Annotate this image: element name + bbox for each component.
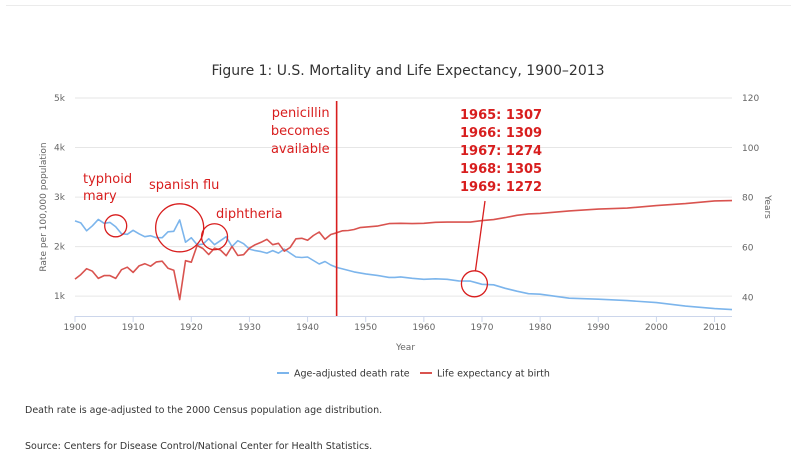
- legend[interactable]: Age-adjusted death rate Life expectancy a…: [277, 369, 550, 380]
- age-adjusted-note: Death rate is age-adjusted to the 2000 C…: [25, 405, 383, 416]
- x-tick-label: 2000: [645, 323, 668, 333]
- y-right-axis-title: Years: [762, 194, 772, 219]
- x-tick-label: 1900: [64, 323, 87, 333]
- x-tick-label: 1970: [471, 323, 494, 333]
- x-axis-title: Year: [395, 343, 415, 353]
- y-left-axis-title: Rate per 100,000 population: [39, 142, 49, 271]
- penicillin-label: available: [271, 142, 330, 157]
- legend-label[interactable]: Age-adjusted death rate: [294, 369, 410, 380]
- 1960s-value-label: 1969: 1272: [460, 180, 542, 195]
- axis-labels: 1k 2k 3k 4k 5k 40 60 80 100 120 1900 1910 1920 1930 19…: [39, 94, 772, 353]
- spanish-flu-circle: [155, 203, 205, 253]
- diphtheria-circle: [200, 223, 229, 251]
- chart: penicillin becomes available typhoid mary spa…: [39, 63, 772, 380]
- x-tick-label: 1910: [122, 323, 145, 333]
- x-axis: [74, 316, 732, 322]
- series-line-life-expectancy: [74, 199, 733, 301]
- source-note: Source: Centers for Disease Control/Nati…: [25, 441, 373, 452]
- legend-label[interactable]: Life expectancy at birth: [437, 369, 550, 380]
- 1960s-value-label: 1966: 1309: [460, 126, 542, 141]
- penicillin-label: penicillin: [272, 106, 330, 121]
- y-right-tick-label: 40: [742, 293, 754, 303]
- x-tick-label: 1930: [238, 323, 261, 333]
- 1960s-circle: [460, 270, 489, 298]
- 1960s-value-label: 1965: 1307: [460, 108, 542, 123]
- 1960s-value-label: 1968: 1305: [460, 162, 542, 177]
- y-right-tick-label: 80: [742, 194, 754, 204]
- gridlines: [75, 97, 732, 297]
- x-tick-label: 1960: [412, 323, 435, 333]
- series-lines: [74, 199, 733, 311]
- typhoid-circle: [104, 214, 128, 238]
- annotations: penicillin becomes available typhoid mary spa…: [83, 101, 542, 316]
- y-right-tick-label: 100: [742, 144, 759, 154]
- diphtheria-label: diphtheria: [216, 207, 283, 222]
- penicillin-label: becomes: [271, 124, 330, 139]
- y-left-tick-label: 1k: [54, 292, 66, 302]
- y-left-tick-label: 5k: [54, 94, 66, 104]
- x-tick-label: 1980: [529, 323, 552, 333]
- x-tick-label: 1940: [296, 323, 319, 333]
- x-tick-label: 1950: [354, 323, 377, 333]
- spanish-flu-label: spanish flu: [149, 178, 219, 193]
- y-right-tick-label: 60: [742, 243, 754, 253]
- typhoid-label: typhoid: [83, 172, 132, 187]
- top-divider: [6, 5, 791, 6]
- 1960s-pointer: [474, 200, 486, 271]
- y-left-tick-label: 2k: [54, 243, 66, 253]
- series-line-death-rate: [74, 218, 733, 311]
- y-right-tick-label: 120: [742, 94, 759, 104]
- 1960s-value-label: 1967: 1274: [460, 144, 542, 159]
- y-left-tick-label: 3k: [54, 193, 66, 203]
- y-left-tick-label: 4k: [54, 144, 66, 154]
- chart-title: Figure 1: U.S. Mortality and Life Expect…: [211, 63, 604, 79]
- x-tick-label: 2010: [703, 323, 726, 333]
- x-tick-label: 1920: [180, 323, 203, 333]
- typhoid-label: mary: [83, 189, 117, 204]
- x-tick-label: 1990: [587, 323, 610, 333]
